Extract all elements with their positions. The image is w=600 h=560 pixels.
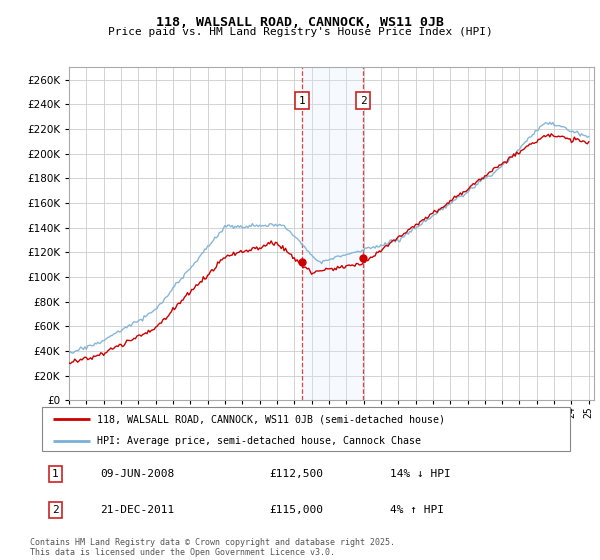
Text: 14% ↓ HPI: 14% ↓ HPI bbox=[391, 469, 451, 479]
Text: 4% ↑ HPI: 4% ↑ HPI bbox=[391, 505, 445, 515]
Text: 118, WALSALL ROAD, CANNOCK, WS11 0JB: 118, WALSALL ROAD, CANNOCK, WS11 0JB bbox=[156, 16, 444, 29]
Text: Contains HM Land Registry data © Crown copyright and database right 2025.
This d: Contains HM Land Registry data © Crown c… bbox=[30, 538, 395, 557]
Text: £115,000: £115,000 bbox=[269, 505, 323, 515]
FancyBboxPatch shape bbox=[42, 407, 570, 451]
Text: 2: 2 bbox=[52, 505, 59, 515]
Text: 2: 2 bbox=[359, 96, 367, 105]
Bar bbox=[302, 67, 363, 400]
Text: 118, WALSALL ROAD, CANNOCK, WS11 0JB (semi-detached house): 118, WALSALL ROAD, CANNOCK, WS11 0JB (se… bbox=[97, 414, 445, 424]
Text: 21-DEC-2011: 21-DEC-2011 bbox=[100, 505, 175, 515]
Text: 09-JUN-2008: 09-JUN-2008 bbox=[100, 469, 175, 479]
Text: £112,500: £112,500 bbox=[269, 469, 323, 479]
Text: Price paid vs. HM Land Registry's House Price Index (HPI): Price paid vs. HM Land Registry's House … bbox=[107, 27, 493, 37]
Text: HPI: Average price, semi-detached house, Cannock Chase: HPI: Average price, semi-detached house,… bbox=[97, 436, 421, 446]
Text: 1: 1 bbox=[298, 96, 305, 105]
Text: 1: 1 bbox=[52, 469, 59, 479]
